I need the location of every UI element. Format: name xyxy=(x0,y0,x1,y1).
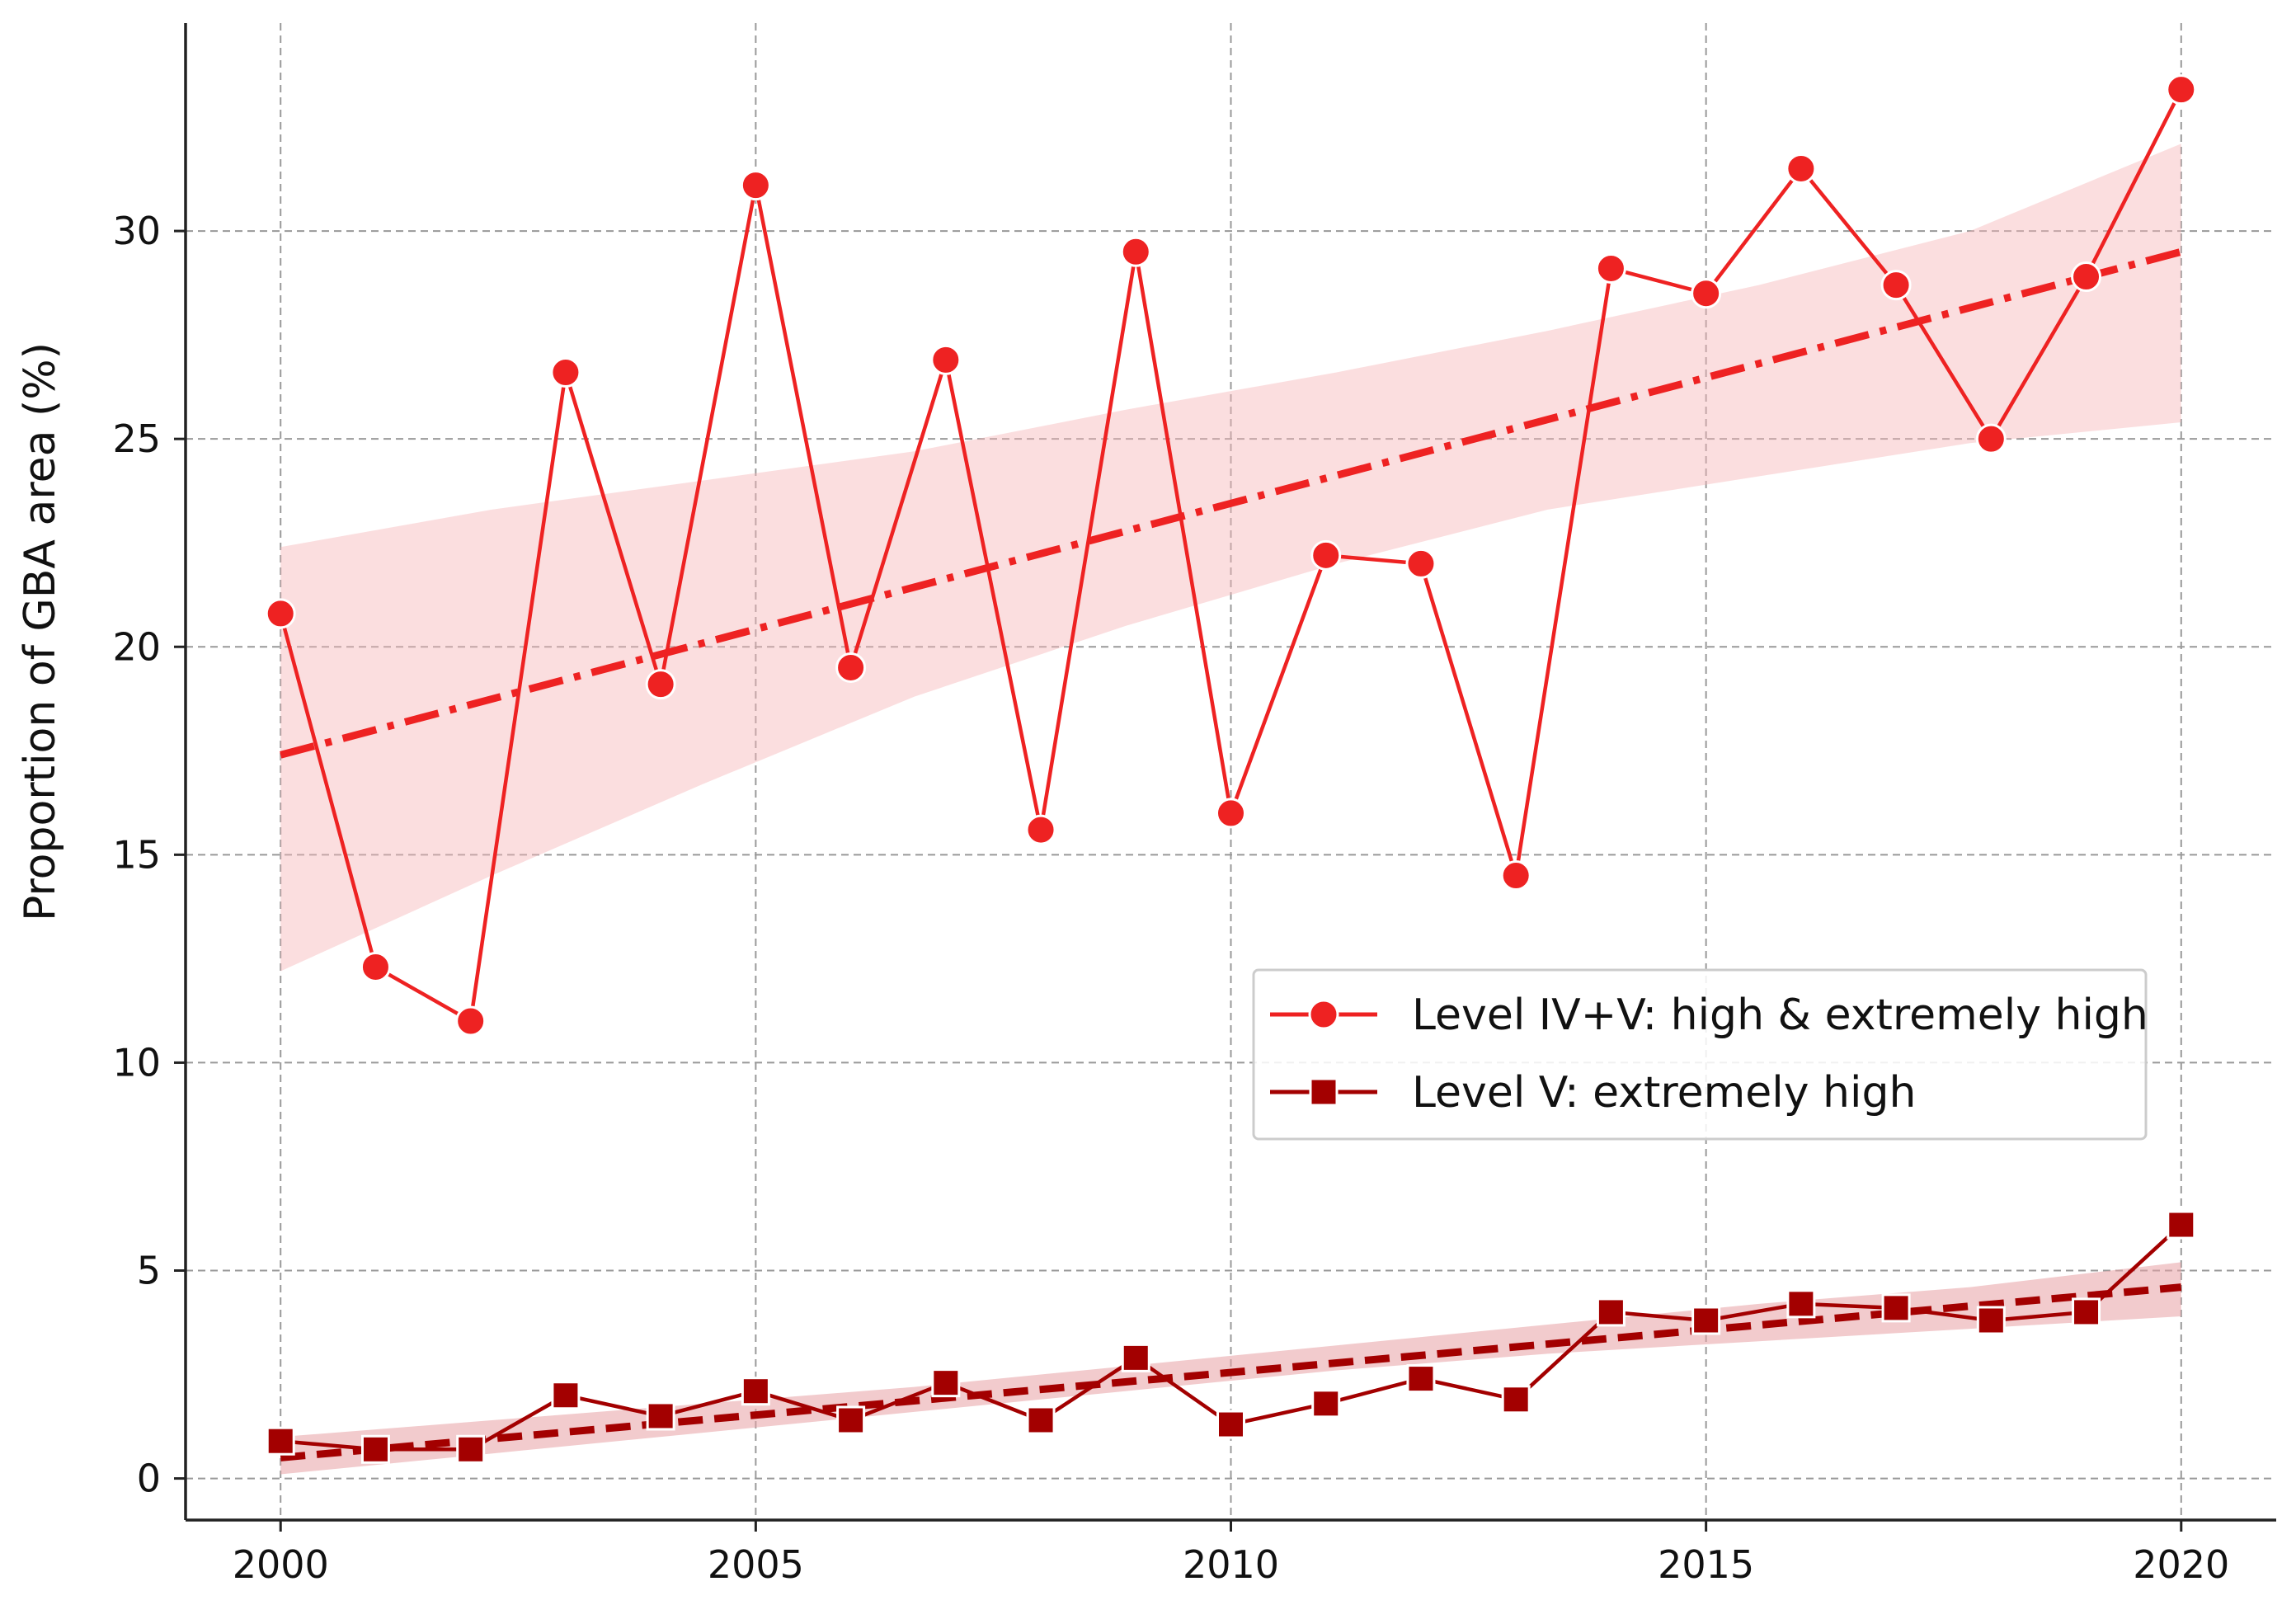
data-point-level-iv-v xyxy=(1120,236,1151,267)
x-tick-label: 2020 xyxy=(2133,1542,2229,1587)
data-point-level-v xyxy=(1881,1293,1911,1323)
axes xyxy=(174,23,2276,1532)
data-point-level-iv-v xyxy=(1405,548,1437,579)
data-point-level-v xyxy=(1501,1385,1531,1414)
data-point-level-iv-v xyxy=(265,598,296,629)
x-tick-label: 2005 xyxy=(708,1542,804,1587)
data-point-level-v xyxy=(836,1405,866,1435)
data-point-level-iv-v xyxy=(2071,261,2102,293)
legend-label-level-iv-v: Level IV+V: high & extremely high xyxy=(1412,991,2148,1040)
data-point-level-v xyxy=(931,1368,961,1398)
data-point-level-iv-v xyxy=(1500,860,1531,892)
data-point-level-iv-v xyxy=(1595,252,1626,284)
legend-marker-level-v xyxy=(1309,1077,1339,1107)
y-tick-label: 10 xyxy=(112,1040,161,1085)
data-point-level-v xyxy=(360,1434,390,1464)
trend-line-level-iv-v xyxy=(280,247,2182,759)
y-tick-label: 30 xyxy=(112,209,161,253)
data-point-level-v xyxy=(1786,1289,1816,1319)
data-point-level-iv-v xyxy=(2166,74,2197,106)
data-point-level-iv-v xyxy=(930,344,962,375)
data-point-level-iv-v xyxy=(1786,153,1817,184)
data-point-level-iv-v xyxy=(550,357,581,388)
data-point-level-v xyxy=(1596,1297,1626,1327)
x-tick-label: 2000 xyxy=(233,1542,329,1587)
legend-marker-level-iv-v xyxy=(1308,999,1339,1030)
data-point-level-v xyxy=(1216,1410,1245,1439)
data-point-level-v xyxy=(1311,1389,1341,1419)
data-point-level-iv-v xyxy=(1310,539,1342,571)
data-point-level-iv-v xyxy=(740,170,771,201)
data-point-level-iv-v xyxy=(1025,814,1056,845)
data-series xyxy=(265,74,2197,1464)
data-point-level-v xyxy=(646,1401,675,1431)
data-point-level-v xyxy=(266,1426,295,1456)
legend: Level IV+V: high & extremely high Level … xyxy=(1252,968,2148,1141)
data-point-level-v xyxy=(741,1377,770,1406)
y-tick-label: 15 xyxy=(112,832,161,877)
data-point-level-iv-v xyxy=(455,1005,487,1037)
data-point-level-v xyxy=(1026,1405,1056,1435)
y-tick-label: 5 xyxy=(137,1249,161,1293)
trend-line-level-v xyxy=(280,1283,2182,1461)
legend-label-level-v: Level V: extremely high xyxy=(1412,1068,1916,1118)
data-point-level-iv-v xyxy=(645,669,676,700)
confidence-band-level-iv-v xyxy=(280,144,2181,972)
data-point-level-v xyxy=(2072,1297,2101,1327)
y-tick-label: 25 xyxy=(112,417,161,461)
data-point-level-iv-v xyxy=(1691,278,1722,309)
data-point-level-v xyxy=(1691,1306,1721,1335)
data-point-level-iv-v xyxy=(1880,270,1912,301)
y-tick-label: 20 xyxy=(112,624,161,669)
trend-lines xyxy=(280,247,2182,1461)
data-point-level-iv-v xyxy=(1975,423,2007,454)
legend-box xyxy=(1252,968,2148,1141)
data-point-level-iv-v xyxy=(360,951,391,982)
x-tick-label: 2010 xyxy=(1183,1542,1279,1587)
grid xyxy=(186,23,2276,1520)
data-point-level-v xyxy=(1406,1364,1436,1394)
data-point-level-v xyxy=(551,1381,581,1410)
tick-labels: 2000 2005 2010 2015 2020 0 5 10 15 20 25 30 xyxy=(112,209,2229,1587)
x-tick-label: 2015 xyxy=(1658,1542,1754,1587)
data-point-level-v xyxy=(456,1434,486,1464)
data-point-level-v xyxy=(1121,1343,1150,1372)
y-tick-label: 0 xyxy=(137,1457,161,1501)
data-point-level-v xyxy=(2167,1210,2196,1240)
data-point-level-iv-v xyxy=(1216,798,1246,829)
y-axis-label: Proportion of GBA area (%) xyxy=(16,342,65,921)
data-point-level-iv-v xyxy=(835,652,867,683)
data-point-level-v xyxy=(1976,1306,2006,1335)
